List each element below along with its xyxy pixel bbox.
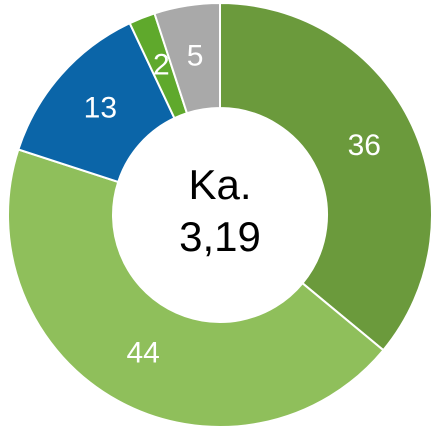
- slice: [153, 1, 221, 115]
- center-label: 3,19: [179, 213, 261, 260]
- data-label: 44: [126, 337, 159, 370]
- slice: [7, 148, 385, 428]
- data-label: 36: [348, 129, 381, 162]
- data-label: 2: [153, 49, 170, 82]
- data-label: 13: [84, 91, 117, 124]
- center-label: Ka.: [188, 161, 251, 208]
- data-label: 5: [187, 39, 204, 72]
- slice: [219, 1, 432, 352]
